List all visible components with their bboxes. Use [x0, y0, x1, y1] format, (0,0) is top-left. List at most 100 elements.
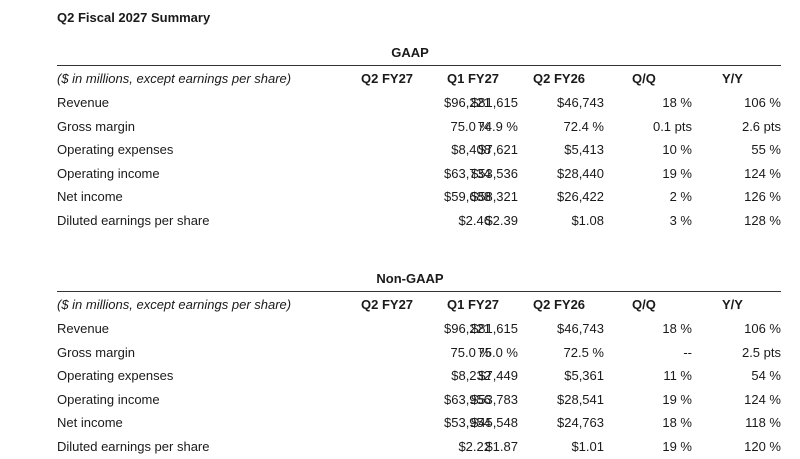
- column-header: Y/Y: [722, 297, 743, 312]
- table-cell: 2.6 pts: [741, 118, 781, 134]
- table-row: Operating expenses $8,408 $7,621 $5,413 10 %…: [57, 138, 781, 162]
- table-cell: $46,743: [557, 321, 604, 336]
- gaap-section-title: GAAP: [391, 45, 429, 60]
- row-label: Revenue: [57, 95, 110, 110]
- table-row: Diluted earnings per share $2.22 $1.87 $1.0…: [57, 435, 781, 459]
- column-header: Q2 FY26: [533, 71, 586, 86]
- table-cell: --: [683, 344, 692, 360]
- table-cell: $81,615: [471, 321, 518, 336]
- table-cell: 75.0 %: [450, 344, 491, 360]
- table-row: Operating income $63,956 $53,783 $28,541 19 …: [57, 388, 781, 412]
- page-title: Q2 Fiscal 2027 Summary: [57, 10, 211, 25]
- table-cell: 0.1 pts: [652, 118, 692, 134]
- table-cell: $2.39: [485, 213, 518, 228]
- table-row: Diluted earnings per share $2.46 $2.39 $1.0…: [57, 209, 781, 233]
- column-header: Q2 FY26: [533, 297, 586, 312]
- row-label: Revenue: [57, 321, 110, 336]
- table-cell: 74.9 %: [477, 118, 518, 134]
- column-header: Q2 FY27: [361, 297, 414, 312]
- table-cell: $8,232: [451, 368, 491, 384]
- table-cell: $1.01: [571, 439, 604, 454]
- table-cell: $53,783: [471, 391, 518, 407]
- table-cell: $59,688: [444, 189, 491, 205]
- table-cell: 11 %: [663, 368, 692, 384]
- table-cell: $5,361: [564, 368, 604, 384]
- table-cell: $8,408: [451, 142, 491, 158]
- column-header: Q/Q: [632, 71, 656, 86]
- table-cell: $63,734: [444, 165, 491, 181]
- table-cell: $26,422: [557, 189, 604, 205]
- column-header: Q1 FY27: [447, 297, 500, 312]
- row-label: Diluted earnings per share: [57, 213, 210, 228]
- table-cell: 19 %: [662, 165, 692, 181]
- table-row: Net income $53,954 $45,548 $24,763 18 % 118 %: [57, 411, 781, 435]
- table-row: Revenue $96,221 $81,615 $46,743 18 % 106 %: [57, 317, 781, 341]
- table-cell: 19 %: [662, 439, 692, 454]
- row-label: Gross margin: [57, 118, 136, 134]
- table-cell: $81,615: [471, 95, 518, 110]
- table-cell: $53,954: [444, 415, 491, 431]
- table-cell: $45,548: [471, 415, 518, 431]
- table-cell: $7,449: [478, 368, 518, 384]
- table-cell: 75.0 %: [450, 118, 491, 134]
- table-cell: $63,956: [444, 391, 491, 407]
- nongaap-section-title: Non-GAAP: [376, 271, 444, 286]
- table-row: Operating expenses $8,232 $7,449 $5,361 11 %…: [57, 364, 781, 388]
- table-cell: 19 %: [662, 391, 692, 407]
- table-cell: 124 %: [744, 165, 781, 181]
- table-cell: $1.08: [571, 213, 604, 228]
- row-label: Operating expenses: [57, 368, 174, 384]
- table-cell: $2.46: [458, 213, 491, 228]
- table-cell: $2.22: [458, 439, 491, 454]
- row-label: Diluted earnings per share: [57, 439, 210, 454]
- nongaap-header-row: ($ in millions, except earnings per shar…: [57, 291, 781, 318]
- column-header: Y/Y: [722, 71, 743, 86]
- table-cell: $58,321: [471, 189, 518, 205]
- table-cell: $53,536: [471, 165, 518, 181]
- row-label: Net income: [57, 415, 123, 431]
- table-cell: 18 %: [662, 415, 692, 431]
- row-label: Operating income: [57, 391, 160, 407]
- row-label: Operating income: [57, 165, 160, 181]
- table-cell: 18 %: [662, 321, 692, 336]
- table-cell: 54 %: [751, 368, 781, 384]
- table-cell: 124 %: [744, 391, 781, 407]
- table-cell: 128 %: [744, 213, 781, 228]
- table-row: Revenue $96,221 $81,615 $46,743 18 % 106 %: [57, 91, 781, 115]
- row-label: Net income: [57, 189, 123, 205]
- table-cell: 72.5 %: [563, 344, 604, 360]
- table-cell: 72.4 %: [563, 118, 604, 134]
- table-row: Net income $59,688 $58,321 $26,422 2 % 126 %: [57, 185, 781, 209]
- table-cell: $96,221: [444, 321, 491, 336]
- table-cell: $1.87: [485, 439, 518, 454]
- table-cell: 120 %: [744, 439, 781, 454]
- table-cell: 2 %: [669, 189, 692, 205]
- units-note: ($ in millions, except earnings per shar…: [57, 71, 292, 86]
- table-cell: 18 %: [662, 95, 692, 110]
- table-cell: 2.5 pts: [741, 344, 781, 360]
- table-cell: $96,221: [444, 95, 491, 110]
- table-cell: 75.0 %: [477, 344, 518, 360]
- gaap-header-row: ($ in millions, except earnings per shar…: [57, 65, 781, 92]
- table-cell: 106 %: [744, 95, 781, 110]
- column-header: Q/Q: [632, 297, 656, 312]
- column-header: Q2 FY27: [361, 71, 414, 86]
- table-cell: 3 %: [669, 213, 692, 228]
- table-row: Operating income $63,734 $53,536 $28,440 19 …: [57, 162, 781, 186]
- table-cell: $24,763: [557, 415, 604, 431]
- table-cell: $28,440: [557, 165, 604, 181]
- column-header: Q1 FY27: [447, 71, 500, 86]
- table-cell: 106 %: [744, 321, 781, 336]
- table-cell: $46,743: [557, 95, 604, 110]
- table-row: Gross margin 75.0 % 74.9 % 72.4 % 0.1 pts 2.6…: [57, 115, 781, 139]
- table-cell: $28,541: [557, 391, 604, 407]
- table-cell: 55 %: [751, 142, 781, 158]
- table-cell: 126 %: [744, 189, 781, 205]
- table-row: Gross margin 75.0 % 75.0 % 72.5 % -- 2.5 pts: [57, 341, 781, 365]
- table-cell: $7,621: [478, 142, 518, 158]
- table-cell: 118 %: [745, 415, 781, 431]
- table-cell: $5,413: [564, 142, 604, 158]
- row-label: Operating expenses: [57, 142, 174, 158]
- row-label: Gross margin: [57, 344, 136, 360]
- table-cell: 10 %: [662, 142, 692, 158]
